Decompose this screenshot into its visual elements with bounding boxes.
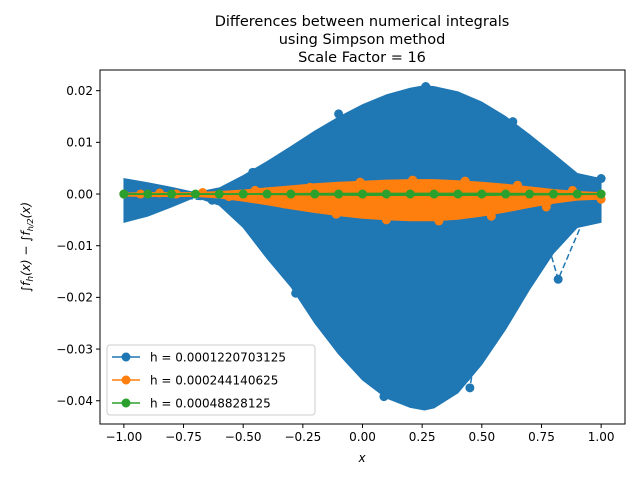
series-3-point-6: [238, 189, 248, 199]
series-2-point-9: [305, 182, 315, 192]
series-3-point-12: [381, 189, 391, 199]
chart-title-line-1: Differences between numerical integrals: [215, 14, 510, 30]
x-tick-label: 0.75: [528, 430, 555, 444]
legend-entry-3: h = 0.00048828125: [112, 397, 271, 411]
series-3-point-5: [214, 189, 224, 199]
y-tick-label: 0.00: [66, 187, 93, 201]
series-3-point-17: [501, 189, 511, 199]
legend-entry-2: h = 0.000244140625: [112, 374, 278, 388]
y-tick-label: −0.01: [56, 239, 93, 253]
y-tick-label: 0.01: [66, 136, 93, 150]
series-2-point-13: [408, 175, 418, 185]
y-axis: −0.04 −0.03 −0.02 −0.01 0.00 0.01 0.02: [56, 84, 100, 408]
x-tick-label: 0.00: [349, 430, 376, 444]
y-tick-label: −0.02: [56, 291, 93, 305]
x-tick-label: 1.00: [588, 430, 615, 444]
legend-marker-3: [121, 398, 131, 408]
series-3-point-16: [477, 189, 487, 199]
series-1-point-5: [334, 109, 344, 119]
series-3-point-13: [405, 189, 415, 199]
y-tick-label: −0.04: [56, 394, 93, 408]
series-2-point-10: [331, 209, 341, 219]
series-2-point-11: [355, 177, 365, 187]
y-axis-label: ∫fh(x) − ∫fh/2(x): [19, 202, 36, 292]
series-2-point-14: [434, 216, 444, 226]
x-tick-label: −0.25: [284, 430, 321, 444]
series-2-point-8: [279, 199, 289, 209]
series-1-line: [123, 86, 602, 397]
series-3-point-3: [167, 189, 177, 199]
series-1-point-4: [291, 288, 301, 298]
x-tick-label: 0.25: [409, 430, 436, 444]
legend-label-1: h = 0.0001220703125: [150, 351, 286, 365]
series-3-point-14: [429, 189, 439, 199]
x-tick-label: −0.75: [165, 430, 202, 444]
series-1-point-3: [248, 167, 258, 177]
series-3-point-8: [286, 189, 296, 199]
series-3: [119, 189, 606, 199]
series-3-point-21: [596, 189, 606, 199]
chart-title-line-2: using Simpson method: [279, 32, 446, 48]
series-3-point-10: [334, 189, 344, 199]
series-layer: [119, 82, 606, 411]
series-2-point-12: [381, 215, 391, 225]
series-1-point-8: [465, 383, 475, 393]
series-3-point-4: [190, 189, 200, 199]
chart-title-line-3: Scale Factor = 16: [298, 50, 426, 66]
series-2-point-7: [250, 185, 260, 195]
legend: h = 0.0001220703125 h = 0.000244140625 h…: [106, 344, 316, 416]
series-3-point-2: [143, 189, 153, 199]
y-tick-label: 0.02: [66, 84, 93, 98]
series-1-point-10: [553, 274, 563, 284]
x-axis-label: x: [357, 451, 366, 465]
x-axis: −1.00 −0.75 −0.50 −0.25 0.00 0.25 0.50 0.75 1.00: [105, 424, 614, 444]
series-2-point-16: [486, 211, 496, 221]
legend-label-3: h = 0.00048828125: [150, 397, 271, 411]
legend-label-2: h = 0.000244140625: [150, 374, 278, 388]
series-2-point-15: [460, 176, 470, 186]
legend-marker-1: [121, 352, 131, 362]
x-tick-label: 0.50: [468, 430, 495, 444]
x-tick-label: −1.00: [105, 430, 142, 444]
series-2-point-18: [541, 202, 551, 212]
series-3-point-11: [358, 189, 367, 199]
series-1-oscillation-band: [123, 85, 602, 411]
legend-box: [106, 344, 316, 416]
legend-entry-1: h = 0.0001220703125: [112, 351, 286, 365]
y-tick-label: −0.03: [56, 342, 93, 356]
legend-marker-2: [121, 375, 131, 385]
series-2-point-3: [155, 188, 165, 198]
series-3-point-9: [310, 189, 320, 199]
series-1-point-11: [596, 174, 606, 184]
series-3-point-18: [525, 189, 535, 199]
series-1-point-6: [379, 392, 389, 402]
series-3-point-20: [572, 189, 582, 199]
series-3-point-1: [119, 189, 129, 199]
series-3-point-7: [262, 189, 272, 199]
x-tick-label: −0.50: [225, 430, 262, 444]
series-1-point-7: [421, 82, 431, 92]
series-3-point-15: [453, 189, 463, 199]
series-3-point-19: [548, 189, 558, 199]
series-2-point-17: [513, 180, 523, 190]
series-1-point-9: [508, 117, 518, 127]
